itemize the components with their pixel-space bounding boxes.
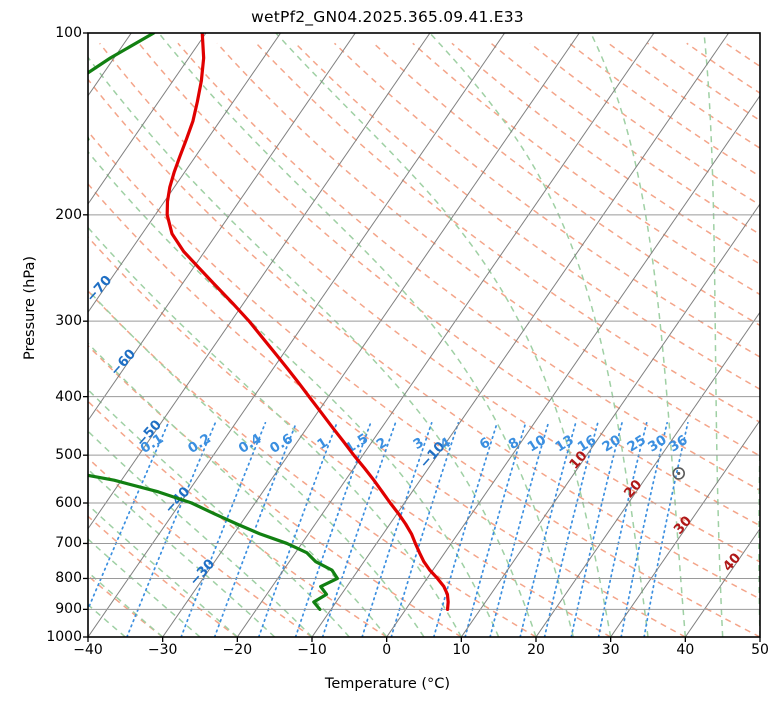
- x-tick-label: 40: [676, 642, 695, 658]
- y-tick-label: 500: [55, 447, 82, 464]
- y-tick-label: 600: [55, 495, 82, 511]
- x-axis-label: Temperature (°C): [324, 676, 451, 692]
- y-tick-label: 800: [55, 570, 82, 587]
- y-tick-label: 900: [55, 601, 82, 618]
- x-tick-label: 50: [751, 642, 769, 658]
- pressure-gridlines: [88, 214, 760, 610]
- x-tick-label: −20: [222, 642, 253, 658]
- x-tick-label: 20: [527, 642, 545, 658]
- y-tick-label: 200: [55, 206, 82, 223]
- dry-adiabats: [88, 42, 760, 637]
- dewpoint-line: [88, 33, 340, 611]
- temperature-profile: [165, 33, 450, 611]
- chart-title: wetPf2_GN04.2025.365.09.41.E33: [251, 8, 524, 26]
- isotherms: [88, 33, 760, 637]
- dewpoint-profile: [88, 33, 340, 611]
- x-tick-label: 30: [601, 642, 620, 658]
- y-tick-label: 400: [55, 388, 82, 405]
- x-tick-label: 10: [452, 642, 471, 658]
- lcl-marker: [672, 467, 686, 480]
- x-tick-label: −40: [73, 642, 103, 658]
- x-tick-label: 0: [382, 642, 392, 658]
- temperature-line: [165, 33, 450, 611]
- moist-adiabats: [88, 33, 760, 637]
- x-tick-label: −30: [147, 642, 178, 658]
- y-tick-label: 700: [55, 535, 82, 552]
- plot-background: [88, 33, 760, 637]
- y-tick-label: 300: [55, 313, 82, 330]
- axis-tickmarks: [83, 32, 761, 642]
- y-tick-label: 100: [55, 25, 82, 41]
- x-tick-label: −10: [297, 642, 327, 658]
- y-axis-ticklabels: 100 200 300 400 500 600 700 800 900 1000: [14, 0, 82, 708]
- y-tick-label: 1000: [46, 629, 82, 645]
- plot-frame: [87, 32, 761, 638]
- sounding-markers: [672, 467, 686, 480]
